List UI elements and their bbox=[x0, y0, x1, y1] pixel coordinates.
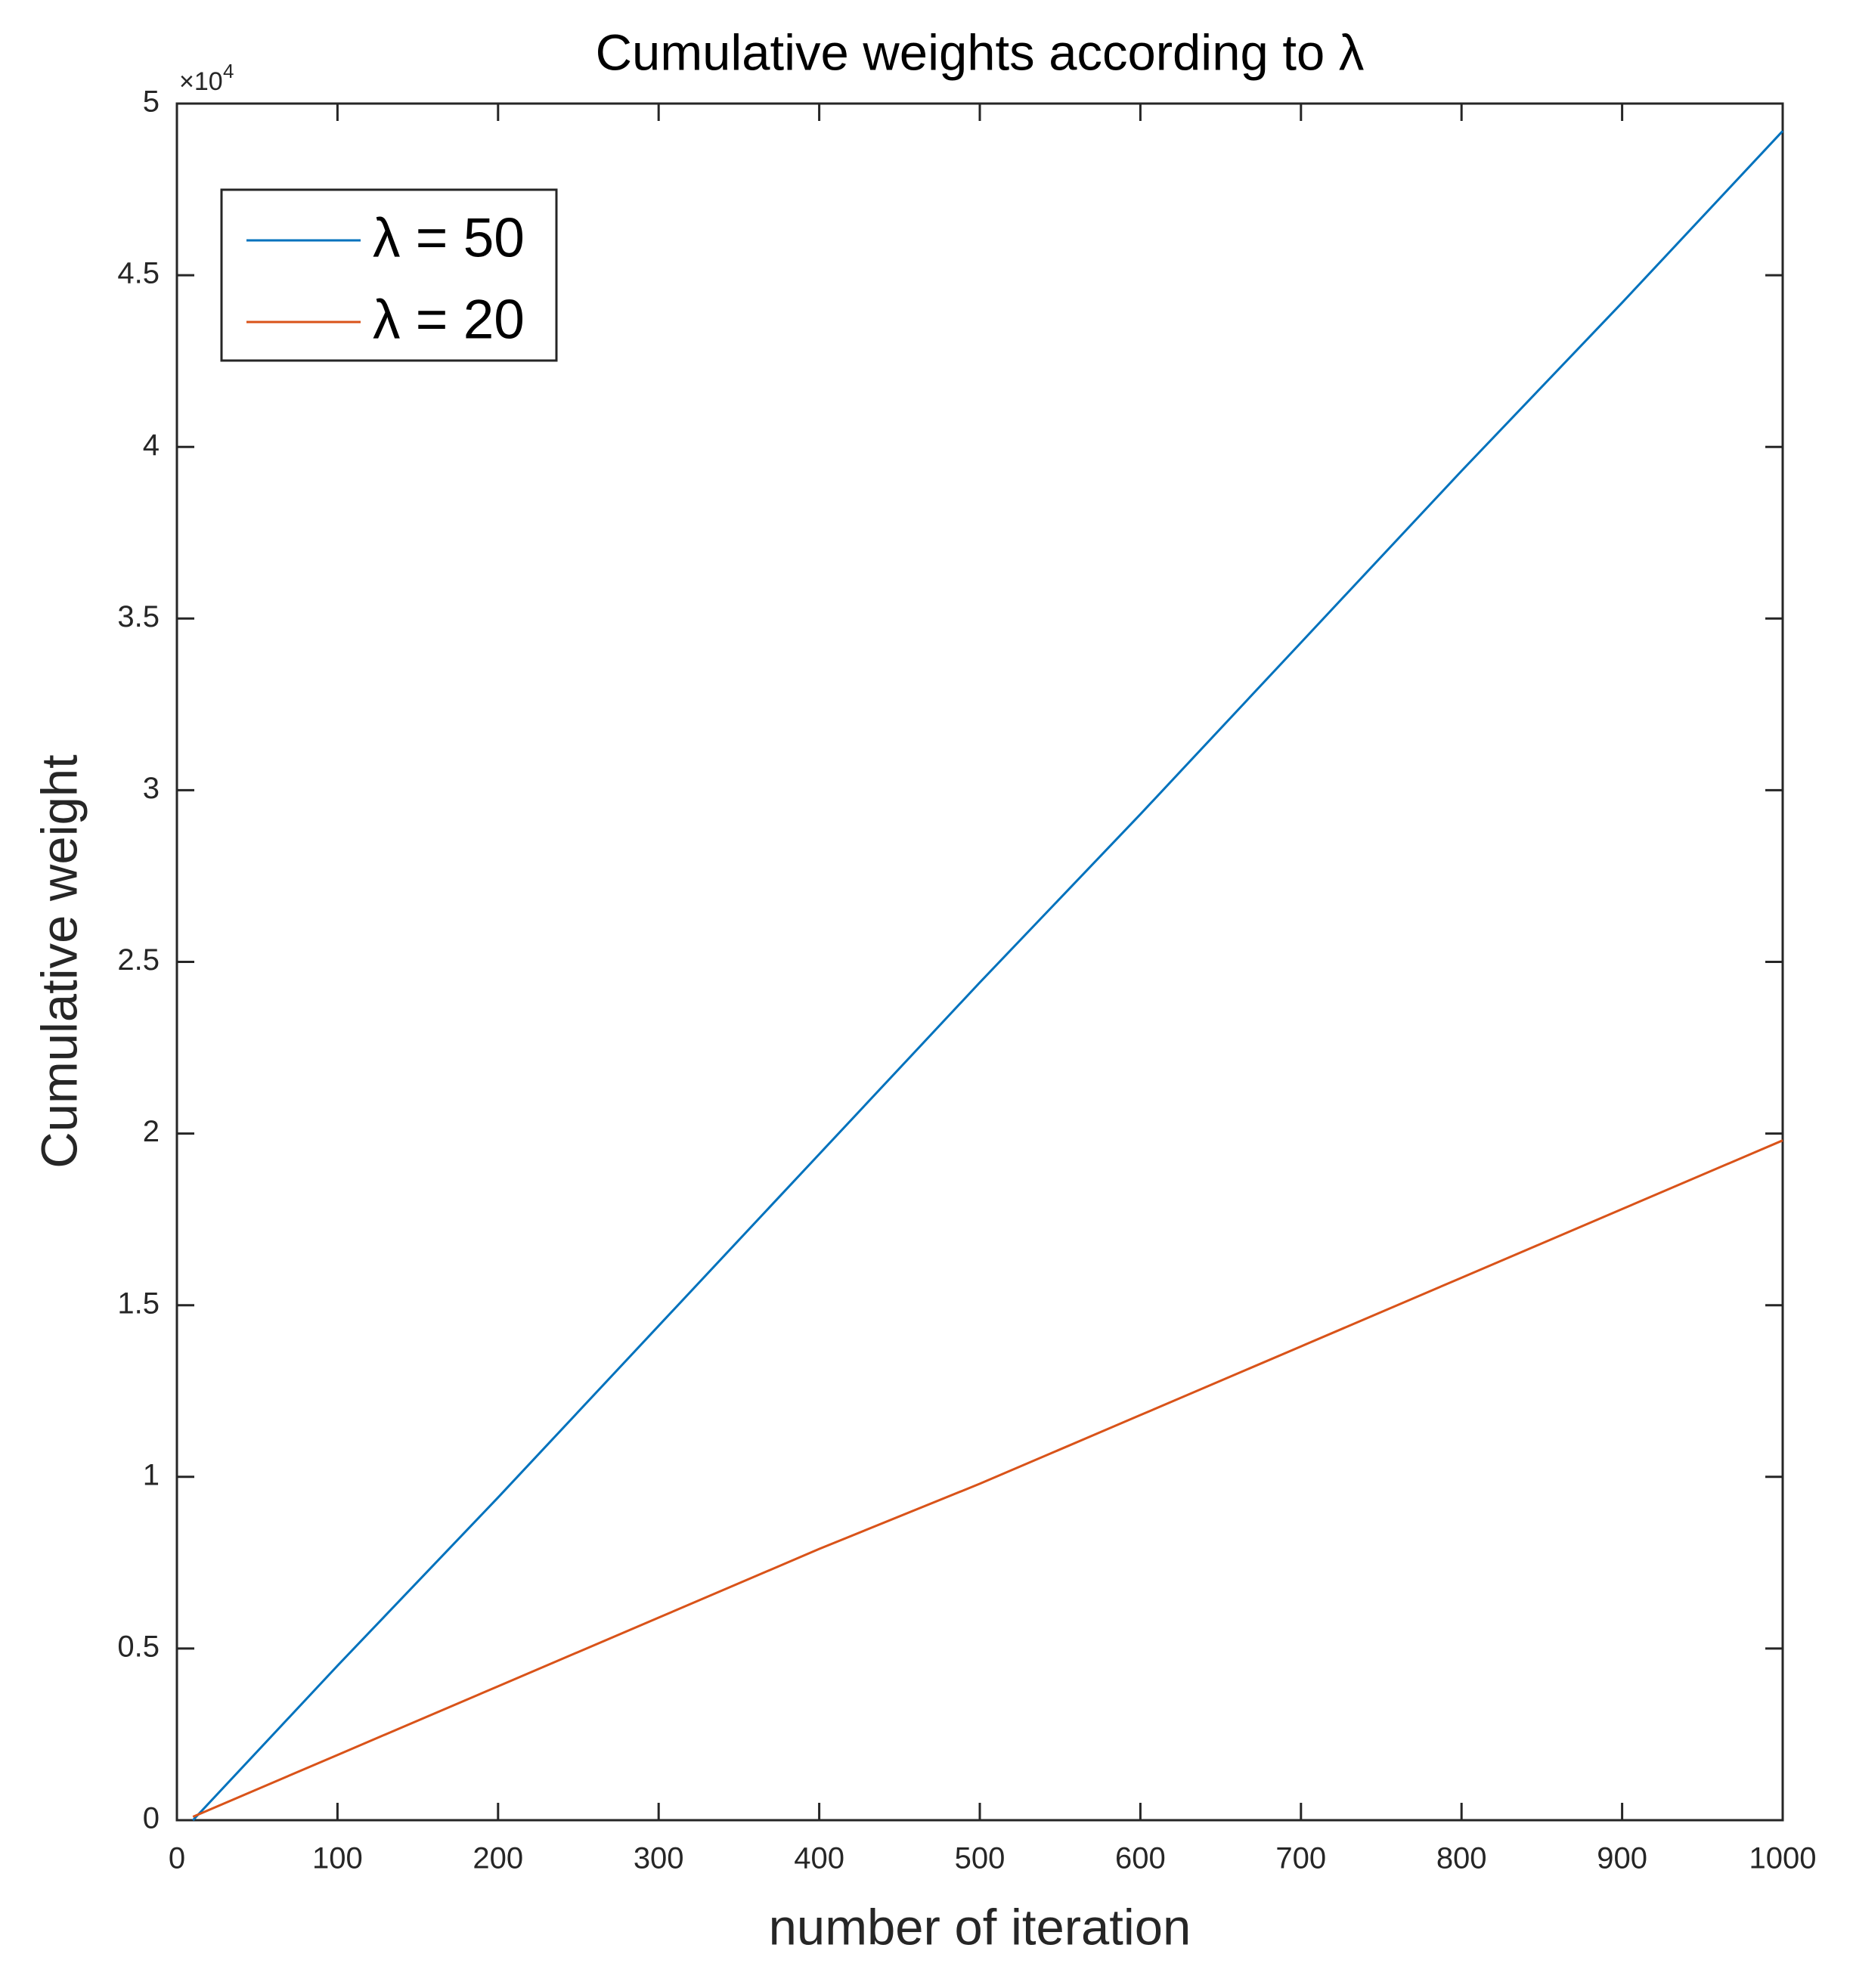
y-tick-label: 0.5 bbox=[117, 1630, 160, 1663]
x-axis-label: number of iteration bbox=[769, 1900, 1191, 1956]
y-tick-label: 2 bbox=[143, 1115, 160, 1148]
y-tick-label: 2.5 bbox=[117, 943, 160, 977]
x-tick-label: 700 bbox=[1275, 1842, 1326, 1875]
y-multiplier-exponent: 4 bbox=[223, 60, 234, 82]
x-tick-label: 500 bbox=[955, 1842, 1006, 1875]
x-tick-label: 1000 bbox=[1749, 1842, 1817, 1875]
legend-box bbox=[220, 188, 558, 362]
x-tick-label: 0 bbox=[169, 1842, 185, 1875]
chart-title: Cumulative weights according to λ bbox=[596, 25, 1365, 82]
y-tick-label: 4 bbox=[143, 429, 160, 462]
y-axis-label: Cumulative weight bbox=[32, 754, 88, 1169]
y-tick-label: 0 bbox=[143, 1802, 160, 1835]
y-tick-label: 3.5 bbox=[117, 600, 160, 633]
legend-label: λ = 20 bbox=[373, 289, 525, 350]
series-line bbox=[192, 130, 1784, 1822]
x-tick-label: 900 bbox=[1597, 1842, 1647, 1875]
legend-label: λ = 50 bbox=[373, 207, 525, 268]
y-tick-label: 4.5 bbox=[117, 257, 160, 290]
y-multiplier: ×10 bbox=[179, 67, 223, 96]
plot-frame bbox=[175, 102, 1784, 1822]
x-tick-label: 200 bbox=[473, 1842, 523, 1875]
series-line bbox=[192, 1139, 1783, 1818]
y-tick-label: 1.5 bbox=[117, 1287, 160, 1320]
x-tick-label: 100 bbox=[312, 1842, 363, 1875]
x-tick-label: 300 bbox=[634, 1842, 684, 1875]
y-tick-label: 3 bbox=[143, 772, 160, 805]
y-tick-label: 5 bbox=[143, 85, 160, 119]
x-tick-label: 800 bbox=[1436, 1842, 1487, 1875]
x-tick-label: 600 bbox=[1115, 1842, 1166, 1875]
x-tick-label: 400 bbox=[794, 1842, 844, 1875]
y-tick-label: 1 bbox=[143, 1458, 160, 1491]
